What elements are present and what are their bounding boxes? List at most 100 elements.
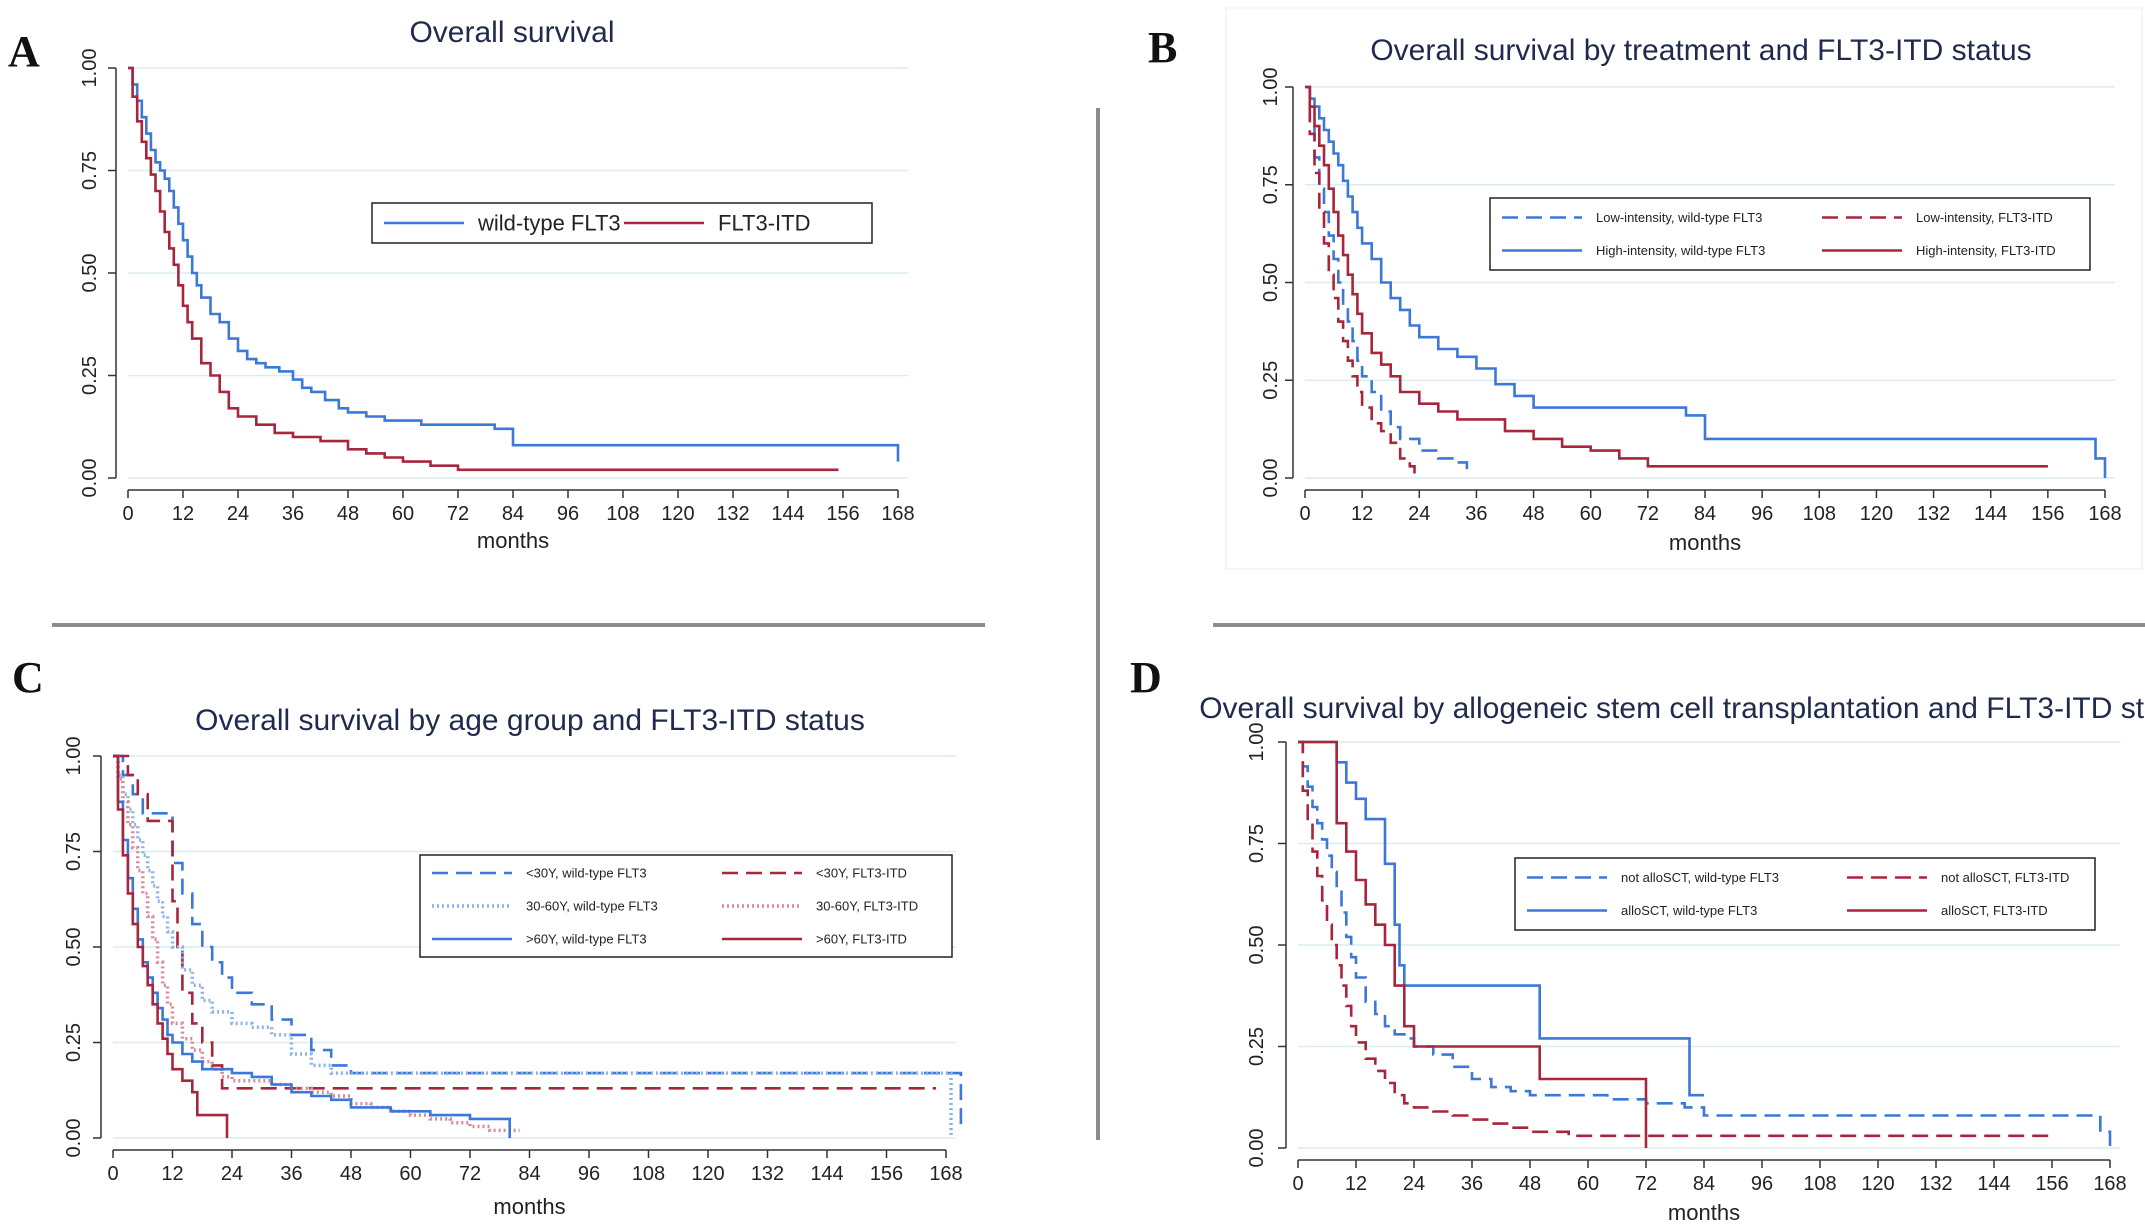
x-tick-label: 60 bbox=[1577, 1173, 1599, 1195]
legend-label: <30Y, FLT3-ITD bbox=[816, 866, 907, 881]
y-tick-label: 1.00 bbox=[79, 49, 101, 88]
x-tick-label: 108 bbox=[632, 1163, 665, 1185]
y-tick-label: 0.00 bbox=[1246, 1129, 1268, 1168]
legend-label: High-intensity, wild-type FLT3 bbox=[1596, 243, 1765, 258]
x-tick-label: 12 bbox=[1345, 1173, 1367, 1195]
y-tick-label: 0.25 bbox=[1260, 361, 1282, 400]
survival-curve bbox=[1305, 85, 1469, 471]
legend-box bbox=[1514, 857, 2096, 931]
x-tick-label: 48 bbox=[337, 503, 359, 525]
legend-label: alloSCT, wild-type FLT3 bbox=[1621, 903, 1757, 918]
x-tick-label: 12 bbox=[1351, 503, 1373, 525]
legend-label: not alloSCT, wild-type FLT3 bbox=[1621, 870, 1779, 885]
survival-curve bbox=[113, 754, 511, 1138]
x-tick-label: 72 bbox=[447, 503, 469, 525]
x-tick-label: 156 bbox=[826, 503, 859, 525]
panel-a-overall-survival: Overall survival 0.00 0.25 0.50 0.75 1.00 0 12 2… bbox=[79, 16, 915, 553]
y-tick-label: 0.25 bbox=[63, 1023, 85, 1062]
survival-curve bbox=[128, 66, 839, 472]
survival-curve bbox=[113, 754, 963, 1131]
x-tick-label: 84 bbox=[1694, 503, 1716, 525]
x-tick-label: 48 bbox=[1522, 503, 1544, 525]
x-tick-label: 0 bbox=[107, 1163, 118, 1185]
panel-letter-a: A bbox=[8, 27, 40, 76]
x-tick-label: 132 bbox=[751, 1163, 784, 1185]
survival-curve bbox=[1298, 740, 2052, 1138]
x-tick-label: 24 bbox=[227, 503, 249, 525]
x-tick-label: 60 bbox=[1580, 503, 1602, 525]
x-tick-label: 72 bbox=[1637, 503, 1659, 525]
x-tick-label: 36 bbox=[1465, 503, 1487, 525]
x-tick-label: 108 bbox=[1803, 1173, 1836, 1195]
x-tick-label: 144 bbox=[771, 503, 804, 525]
x-tick-label: 132 bbox=[716, 503, 749, 525]
legend-label: wild-type FLT3 bbox=[477, 211, 621, 236]
x-tick-label: 120 bbox=[691, 1163, 724, 1185]
x-tick-label: 24 bbox=[1403, 1173, 1425, 1195]
survival-curve bbox=[128, 66, 900, 462]
x-tick-label: 24 bbox=[1408, 503, 1430, 525]
x-tick-label: 156 bbox=[870, 1163, 903, 1185]
survival-curve bbox=[1305, 85, 1416, 475]
x-tick-label: 168 bbox=[2088, 503, 2121, 525]
panel-b-frame bbox=[1225, 7, 2143, 570]
x-axis-label: months bbox=[1668, 1200, 1740, 1225]
x-tick-label: 96 bbox=[1751, 503, 1773, 525]
panel-b-survival-by-treatment: Overall survival by treatment and FLT3-I… bbox=[1260, 34, 2122, 555]
x-tick-label: 36 bbox=[280, 1163, 302, 1185]
y-tick-label: 0.25 bbox=[1246, 1027, 1268, 1066]
legend-label: Low-intensity, wild-type FLT3 bbox=[1596, 210, 1762, 225]
x-tick-label: 72 bbox=[459, 1163, 481, 1185]
survival-curve bbox=[1298, 740, 2112, 1148]
survival-curve bbox=[1305, 85, 2107, 478]
x-tick-label: 84 bbox=[518, 1163, 540, 1185]
x-tick-label: 60 bbox=[392, 503, 414, 525]
chart-title: Overall survival by age group and FLT3-I… bbox=[195, 704, 865, 737]
x-tick-label: 60 bbox=[399, 1163, 421, 1185]
x-tick-label: 0 bbox=[1299, 503, 1310, 525]
x-tick-label: 144 bbox=[1974, 503, 2007, 525]
x-tick-label: 168 bbox=[881, 503, 914, 525]
x-tick-label: 168 bbox=[2093, 1173, 2126, 1195]
x-tick-label: 144 bbox=[810, 1163, 843, 1185]
panel-d-survival-by-allosct: Overall survival by allogeneic stem cell… bbox=[1199, 692, 2145, 1225]
chart-title: Overall survival bbox=[409, 16, 614, 49]
y-tick-label: 0.50 bbox=[63, 928, 85, 967]
y-tick-label: 0.75 bbox=[1260, 165, 1282, 204]
y-tick-label: 0.25 bbox=[79, 356, 101, 395]
survival-curve bbox=[1298, 740, 1704, 1097]
y-tick-label: 0.00 bbox=[1260, 459, 1282, 498]
survival-curve bbox=[1298, 740, 1648, 1148]
legend-label: alloSCT, FLT3-ITD bbox=[1941, 903, 2048, 918]
chart-title: Overall survival by treatment and FLT3-I… bbox=[1370, 34, 2031, 67]
x-tick-label: 96 bbox=[557, 503, 579, 525]
x-tick-label: 24 bbox=[221, 1163, 243, 1185]
legend-box bbox=[1489, 197, 2091, 271]
x-tick-label: 0 bbox=[122, 503, 133, 525]
survival-curve bbox=[113, 754, 229, 1138]
legend-label: 30-60Y, FLT3-ITD bbox=[816, 899, 918, 914]
x-tick-label: 48 bbox=[1519, 1173, 1541, 1195]
y-tick-label: 1.00 bbox=[1246, 723, 1268, 762]
survival-curve bbox=[113, 754, 937, 1090]
x-tick-label: 120 bbox=[1860, 503, 1893, 525]
x-tick-label: 12 bbox=[161, 1163, 183, 1185]
panel-letter-d: D bbox=[1130, 653, 1162, 702]
x-tick-label: 108 bbox=[606, 503, 639, 525]
panel-c-survival-by-age: Overall survival by age group and FLT3-I… bbox=[63, 704, 963, 1219]
y-tick-label: 0.75 bbox=[1246, 824, 1268, 863]
x-tick-label: 120 bbox=[661, 503, 694, 525]
y-tick-label: 0.75 bbox=[63, 832, 85, 871]
y-tick-label: 0.00 bbox=[79, 459, 101, 498]
x-tick-label: 48 bbox=[340, 1163, 362, 1185]
legend-label: Low-intensity, FLT3-ITD bbox=[1916, 210, 2053, 225]
legend-label: FLT3-ITD bbox=[718, 211, 810, 236]
legend-label: >60Y, FLT3-ITD bbox=[816, 932, 907, 947]
panel-letter-c: C bbox=[12, 653, 44, 702]
legend-label: >60Y, wild-type FLT3 bbox=[526, 932, 647, 947]
x-tick-label: 120 bbox=[1861, 1173, 1894, 1195]
chart-title: Overall survival by allogeneic stem cell… bbox=[1199, 692, 2145, 725]
survival-curve bbox=[113, 754, 953, 1138]
x-tick-label: 156 bbox=[2035, 1173, 2068, 1195]
